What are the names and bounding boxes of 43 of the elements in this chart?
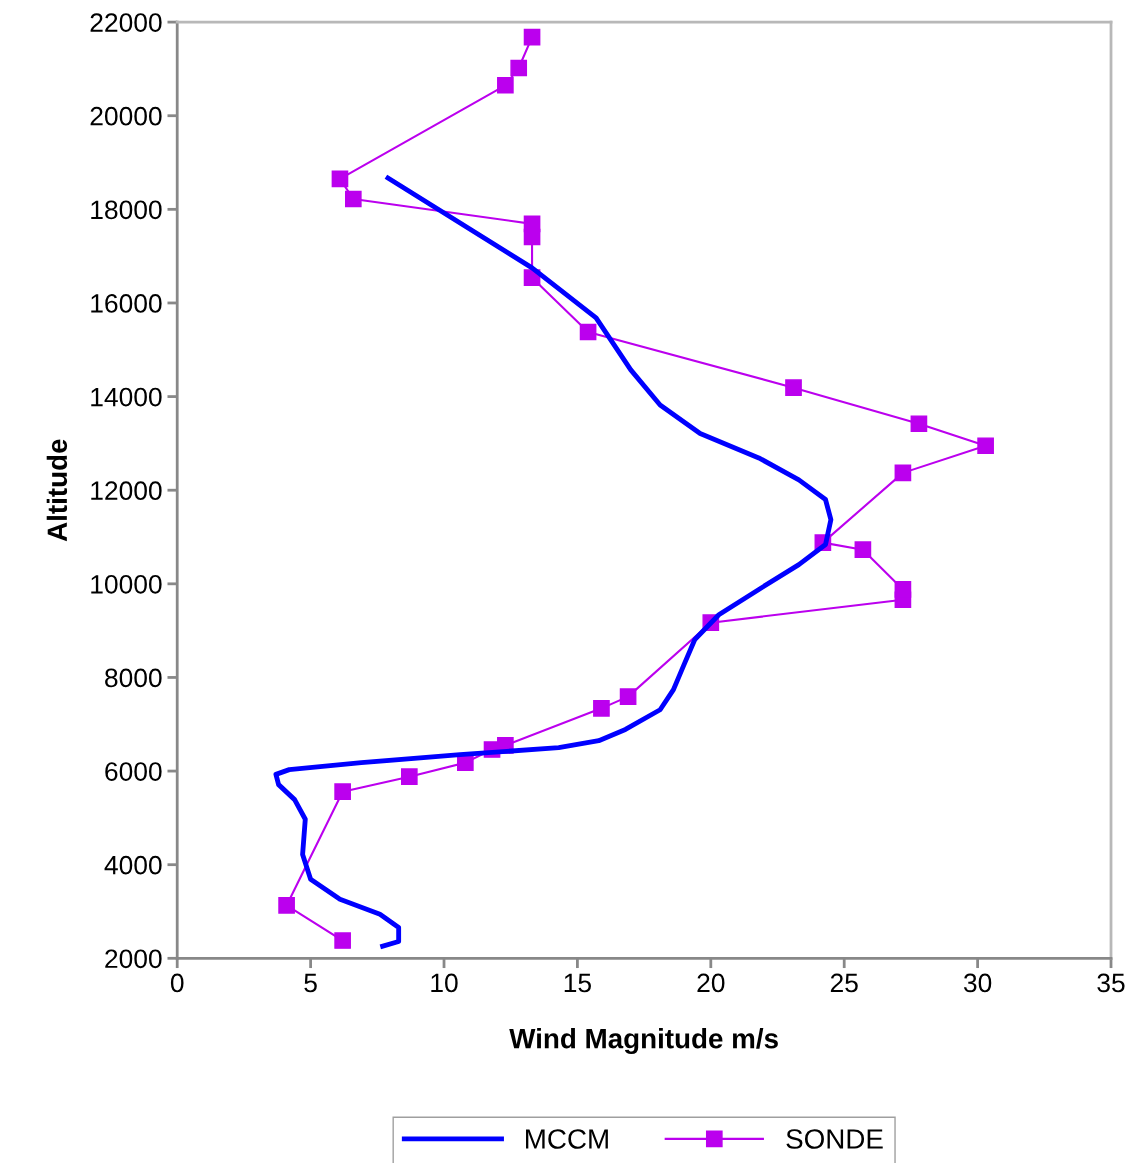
x-tick-label: 10 xyxy=(431,973,458,993)
y-axis-title: Altitude xyxy=(46,439,68,542)
point xyxy=(854,541,872,558)
x-tick-label: 15 xyxy=(564,973,591,993)
x-axis-title: Wind Magnitude m/s xyxy=(509,1028,778,1055)
x-tick-label: 35 xyxy=(1097,973,1125,993)
x-tick-label: 0 xyxy=(170,973,184,993)
y-tick-label: 6000 xyxy=(105,762,162,781)
y-tick-label: 18000 xyxy=(91,200,162,220)
y-tick-label: 14000 xyxy=(91,387,162,407)
y-tick-label: 20000 xyxy=(90,106,162,126)
point xyxy=(523,215,541,233)
point xyxy=(510,59,528,77)
point xyxy=(977,437,994,455)
point xyxy=(344,190,362,208)
x-tick-label: 5 xyxy=(304,973,317,993)
point xyxy=(278,897,295,914)
point xyxy=(334,783,351,800)
x-tick-label: 25 xyxy=(830,973,858,993)
y-tick-label: 8000 xyxy=(105,668,162,688)
y-tick-label: 16000 xyxy=(91,294,162,313)
point xyxy=(894,464,912,482)
y-tick-label: 22000 xyxy=(90,13,162,32)
legend-label: SONDE xyxy=(786,1129,883,1149)
point xyxy=(523,28,541,46)
x-tick-label: 20 xyxy=(697,973,725,993)
y-tick-label: 12000 xyxy=(91,481,162,501)
point xyxy=(785,379,802,397)
point xyxy=(619,688,637,705)
line-series xyxy=(273,175,834,949)
point xyxy=(334,932,351,949)
legend-label: MCCM xyxy=(526,1129,608,1149)
y-tick-label: 4000 xyxy=(104,855,162,875)
point xyxy=(331,170,349,188)
y-tick-label: 10000 xyxy=(91,574,162,594)
point xyxy=(497,76,514,94)
point xyxy=(579,323,597,341)
y-tick-label: 2000 xyxy=(105,949,162,969)
x-tick-label: 30 xyxy=(963,973,992,993)
point xyxy=(400,768,418,786)
point xyxy=(894,581,912,598)
point xyxy=(593,700,610,717)
point xyxy=(910,415,928,433)
